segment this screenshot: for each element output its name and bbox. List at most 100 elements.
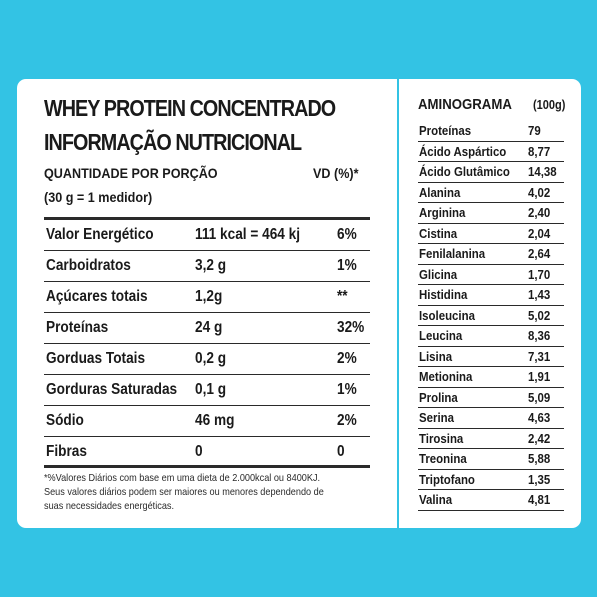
aminogram-title: AMINOGRAMA bbox=[418, 96, 512, 113]
nutrient-amount: 3,2 g bbox=[195, 257, 227, 274]
aminogram-row: Metionina 1,91 bbox=[418, 366, 564, 388]
nutrient-name: Gorduras Saturadas bbox=[46, 381, 178, 398]
amino-acid-value: 5,09 bbox=[528, 389, 551, 405]
amino-acid-value: 4,02 bbox=[528, 184, 551, 200]
panel-divider bbox=[397, 79, 399, 528]
nutrient-amount: 111 kcal = 464 kj bbox=[195, 226, 301, 243]
nutrient-name: Sódio bbox=[46, 412, 84, 429]
row-divider bbox=[44, 343, 370, 344]
amino-acid-value: 4,81 bbox=[528, 492, 551, 507]
aminogram-row: Prolina 5,09 bbox=[418, 387, 564, 408]
row-divider bbox=[44, 312, 370, 313]
portion-size: (30 g = 1 medidor) bbox=[44, 189, 153, 205]
aminogram-row: Proteínas 79 bbox=[418, 120, 564, 142]
nutrient-name: Carboidratos bbox=[46, 257, 131, 274]
nutrient-amount: 0 bbox=[195, 443, 203, 460]
amino-acid-value: 2,64 bbox=[528, 246, 551, 261]
vd-header: VD (%)* bbox=[313, 165, 359, 181]
aminogram-unit: (100g) bbox=[533, 98, 566, 112]
nutrient-name: Proteínas bbox=[46, 319, 109, 336]
nutrition-card: WHEY PROTEIN CONCENTRADO INFORMAÇÃO NUTR… bbox=[17, 79, 581, 528]
aminogram-row: Valina 4,81 bbox=[418, 489, 564, 511]
amino-acid-name: Prolina bbox=[419, 389, 458, 405]
nutrient-name: Gorduas Totais bbox=[46, 350, 146, 367]
nutrient-row: Valor Energético 111 kcal = 464 kj 6% bbox=[44, 219, 370, 250]
amino-acid-name: Metionina bbox=[419, 369, 473, 384]
amino-acid-name: Arginina bbox=[419, 205, 466, 220]
row-divider bbox=[44, 281, 370, 282]
aminogram-row: Treonina 5,88 bbox=[418, 448, 564, 470]
nutrient-vd: 1% bbox=[337, 381, 357, 398]
nutrient-vd: 32% bbox=[337, 319, 365, 336]
row-divider bbox=[44, 374, 370, 375]
aminogram-row: Lisina 7,31 bbox=[418, 346, 564, 367]
nutrient-row: Sódio 46 mg 2% bbox=[44, 405, 370, 436]
aminogram-row: Isoleucina 5,02 bbox=[418, 305, 564, 326]
amino-acid-value: 5,02 bbox=[528, 307, 551, 323]
nutrient-name: Valor Energético bbox=[46, 226, 154, 243]
aminogram-row: Leucina 8,36 bbox=[418, 325, 564, 347]
amino-acid-name: Proteínas bbox=[419, 123, 472, 138]
nutrient-vd: 2% bbox=[337, 350, 357, 367]
aminogram-row: Alanina 4,02 bbox=[418, 182, 564, 203]
nutrient-row: Fibras 0 0 bbox=[44, 436, 370, 467]
amino-acid-value: 5,88 bbox=[528, 451, 551, 466]
amino-acid-name: Cistina bbox=[419, 225, 458, 241]
nutrient-amount: 0,2 g bbox=[195, 350, 227, 367]
nutrient-row: Açúcares totais 1,2g ** bbox=[44, 281, 370, 312]
nutrient-vd: ** bbox=[337, 288, 348, 305]
nutrient-vd: 1% bbox=[337, 257, 357, 274]
amino-acid-value: 7,31 bbox=[528, 348, 551, 364]
amino-acid-value: 79 bbox=[528, 123, 541, 138]
aminogram-row: Histidina 1,43 bbox=[418, 284, 564, 306]
amino-acid-name: Tirosina bbox=[419, 430, 464, 446]
amino-acid-name: Alanina bbox=[419, 184, 461, 200]
amino-acid-value: 2,40 bbox=[528, 205, 551, 220]
aminogram-row: Fenilalanina 2,64 bbox=[418, 243, 564, 265]
nutrient-amount: 0,1 g bbox=[195, 381, 227, 398]
amino-acid-value: 2,04 bbox=[528, 225, 551, 241]
amino-acid-name: Leucina bbox=[419, 328, 463, 343]
section-title: INFORMAÇÃO NUTRICIONAL bbox=[44, 129, 302, 155]
amino-acid-name: Serina bbox=[419, 410, 454, 425]
nutrient-amount: 1,2g bbox=[195, 288, 223, 305]
aminogram-row: Ácido Glutâmico 14,38 bbox=[418, 161, 564, 183]
amino-acid-name: Fenilalanina bbox=[419, 246, 486, 261]
nutrient-vd: 2% bbox=[337, 412, 357, 429]
footnote-line: Seus valores diários podem ser maiores o… bbox=[44, 486, 324, 498]
amino-acid-name: Glicina bbox=[419, 266, 458, 282]
nutrient-amount: 46 mg bbox=[195, 412, 235, 429]
aminogram-row: Arginina 2,40 bbox=[418, 202, 564, 224]
amino-acid-value: 8,77 bbox=[528, 143, 551, 159]
amino-acid-name: Treonina bbox=[419, 451, 467, 466]
nutrient-name: Açúcares totais bbox=[46, 288, 148, 305]
amino-acid-value: 1,70 bbox=[528, 266, 551, 282]
nutrient-vd: 0 bbox=[337, 443, 345, 460]
amino-acid-value: 4,63 bbox=[528, 410, 551, 425]
aminogram-row: Glicina 1,70 bbox=[418, 264, 564, 285]
footnote-line: suas necessidades energéticas. bbox=[44, 500, 175, 512]
nutrient-amount: 24 g bbox=[195, 319, 223, 336]
amino-acid-name: Ácido Aspártico bbox=[419, 143, 507, 159]
header-rule bbox=[44, 217, 370, 220]
amino-acid-name: Ácido Glutâmico bbox=[419, 164, 510, 179]
aminogram-row: Triptofano 1,35 bbox=[418, 469, 564, 490]
amino-acid-name: Lisina bbox=[419, 348, 453, 364]
nutrient-name: Fibras bbox=[46, 443, 87, 460]
amino-acid-name: Valina bbox=[419, 492, 453, 507]
aminogram-row: Cistina 2,04 bbox=[418, 223, 564, 244]
footer-rule bbox=[44, 465, 370, 468]
nutrient-vd: 6% bbox=[337, 226, 357, 243]
amino-acid-value: 14,38 bbox=[528, 164, 557, 179]
nutrient-row: Gorduas Totais 0,2 g 2% bbox=[44, 343, 370, 374]
product-title: WHEY PROTEIN CONCENTRADO bbox=[44, 95, 336, 121]
amino-acid-value: 1,43 bbox=[528, 287, 551, 302]
aminogram-row: Ácido Aspártico 8,77 bbox=[418, 141, 564, 162]
amino-acid-name: Histidina bbox=[419, 287, 468, 302]
aminogram-row: Tirosina 2,42 bbox=[418, 428, 564, 449]
nutrient-row: Gorduras Saturadas 0,1 g 1% bbox=[44, 374, 370, 405]
nutrient-row: Proteínas 24 g 32% bbox=[44, 312, 370, 343]
nutrient-row: Carboidratos 3,2 g 1% bbox=[44, 250, 370, 281]
row-divider bbox=[44, 436, 370, 437]
amino-acid-value: 2,42 bbox=[528, 430, 551, 446]
